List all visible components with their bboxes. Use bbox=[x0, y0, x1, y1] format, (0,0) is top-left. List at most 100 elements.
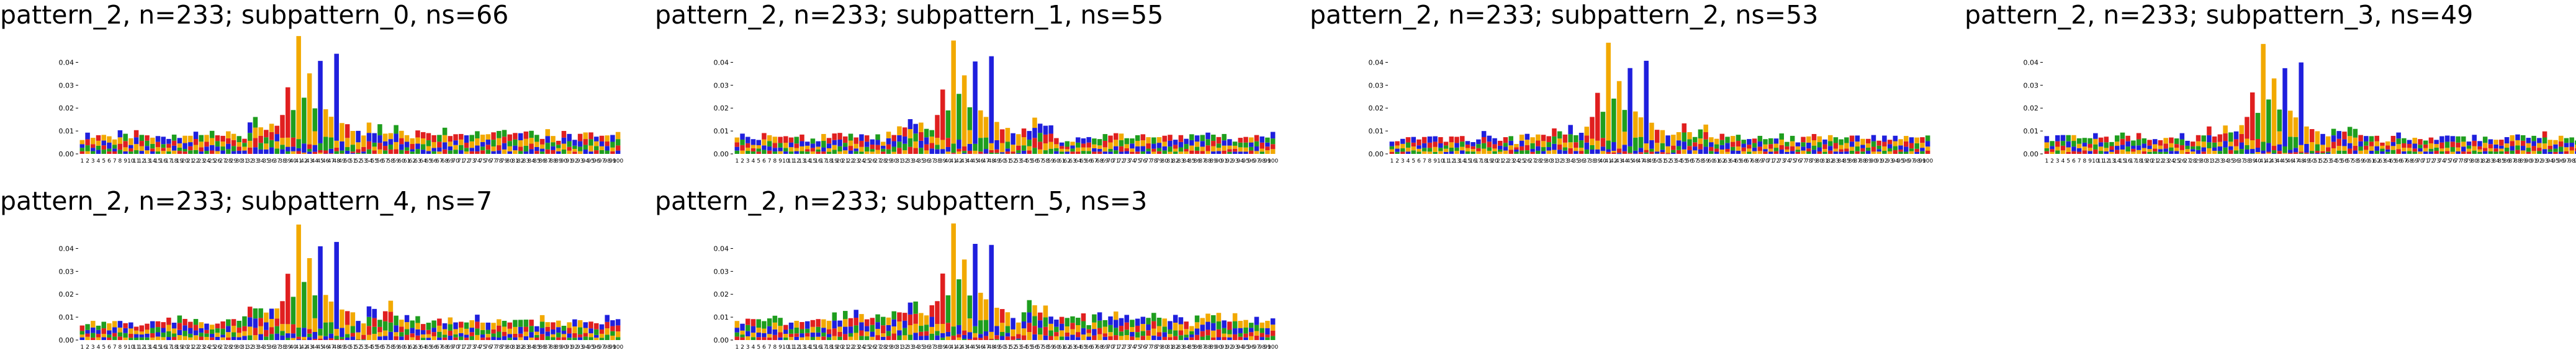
logo-letter-T bbox=[2331, 142, 2336, 148]
logo-letter-T bbox=[556, 141, 561, 145]
y-tick-label: 0.00 bbox=[714, 150, 729, 158]
logo-letter-T bbox=[1189, 151, 1194, 154]
logo-letter-A bbox=[816, 327, 821, 333]
logo-letter-G bbox=[886, 132, 891, 138]
logo-letter-C bbox=[329, 149, 334, 153]
logo-letter-T bbox=[469, 151, 474, 154]
logo-letter-T bbox=[865, 135, 870, 141]
logo-letter-G bbox=[1741, 151, 1746, 154]
logo-letter-T bbox=[567, 147, 572, 151]
logo-letter-T bbox=[421, 132, 426, 138]
logo-letter-G bbox=[1508, 145, 1513, 150]
logo-letter-C bbox=[140, 334, 145, 338]
logo-letter-C bbox=[459, 333, 464, 337]
logo-letter-T bbox=[128, 148, 133, 151]
x-tick-label: 5 bbox=[1412, 158, 1415, 164]
logo-letter-C bbox=[2163, 148, 2168, 151]
logo-letter-C bbox=[1130, 332, 1135, 336]
logo-letter-G bbox=[1060, 330, 1065, 336]
logo-letters bbox=[2045, 44, 2576, 154]
logo-letter-T bbox=[773, 335, 778, 340]
logo-letter-G bbox=[210, 138, 215, 145]
logo-letter-A bbox=[811, 337, 816, 340]
logo-letter-A bbox=[1828, 141, 1833, 146]
logo-letter-C bbox=[486, 140, 491, 145]
logo-letter-C bbox=[962, 335, 967, 339]
logo-letter-C bbox=[1611, 142, 1616, 151]
logo-letter-G bbox=[908, 325, 913, 334]
x-tick-label: 3 bbox=[2056, 158, 2060, 164]
logo-letter-G bbox=[431, 142, 436, 148]
logo-letter-A bbox=[475, 328, 480, 334]
logo-letter-A bbox=[1070, 316, 1075, 323]
logo-letter-C bbox=[1741, 144, 1746, 148]
logo-letter-A bbox=[372, 143, 377, 146]
logo-letter-A bbox=[1016, 339, 1021, 340]
logo-letter-T bbox=[984, 153, 989, 154]
logo-letter-C bbox=[891, 141, 896, 146]
logo-letter-A bbox=[172, 135, 177, 141]
logo-letter-A bbox=[1747, 151, 1752, 154]
logo-letter-A bbox=[1006, 326, 1011, 333]
logo-letter-T bbox=[859, 141, 864, 147]
logo-letter-T bbox=[1888, 140, 1893, 144]
logo-letter-T bbox=[128, 334, 133, 338]
logo-letter-A bbox=[578, 328, 583, 334]
logo-letter-A bbox=[367, 150, 372, 154]
logo-letter-C bbox=[562, 138, 567, 144]
logo-letter-C bbox=[296, 339, 301, 340]
logo-letter-A bbox=[1200, 337, 1205, 340]
logo-letter-T bbox=[1097, 151, 1102, 154]
logo-letter-G bbox=[340, 123, 345, 141]
logo-letter-G bbox=[870, 337, 875, 340]
logo-letter-G bbox=[1054, 336, 1059, 340]
x-tick-label: 1 bbox=[80, 344, 84, 351]
logo-letter-T bbox=[805, 149, 810, 151]
logo-letter-C bbox=[1914, 152, 1919, 154]
logo-letter-T bbox=[913, 314, 918, 324]
logo-letter-C bbox=[2375, 146, 2380, 151]
y-tick-label: 0.00 bbox=[59, 150, 74, 158]
logo-letter-A bbox=[291, 297, 296, 324]
logo-letter-A bbox=[600, 338, 605, 340]
logo-letter-C bbox=[2526, 138, 2531, 143]
logo-letter-G bbox=[140, 331, 145, 334]
logo-letter-T bbox=[1449, 137, 1454, 142]
logo-letter-C bbox=[1000, 336, 1005, 340]
logo-letter-T bbox=[101, 328, 106, 334]
x-tick-label: 5 bbox=[757, 344, 760, 351]
logo-letter-A bbox=[2548, 150, 2553, 152]
x-tick-label: 7 bbox=[2078, 158, 2081, 164]
logo-letter-G bbox=[588, 146, 593, 152]
logo-letter-T bbox=[1406, 137, 1411, 142]
logo-letter-G bbox=[2234, 146, 2239, 151]
logo-letter-G bbox=[1747, 148, 1752, 151]
logo-letter-A bbox=[1081, 321, 1086, 328]
logo-letter-G bbox=[865, 151, 870, 154]
logo-letter-G bbox=[745, 336, 750, 340]
logo-letter-C bbox=[188, 142, 193, 146]
logo-letter-G bbox=[1444, 149, 1449, 152]
x-tick-label: 4 bbox=[2061, 158, 2065, 164]
logo-letter-A bbox=[1103, 320, 1108, 327]
logo-letter-A bbox=[377, 320, 382, 327]
logo-letter-G bbox=[2380, 146, 2385, 149]
logo-letter-C bbox=[459, 150, 464, 154]
logo-letter-G bbox=[80, 140, 85, 145]
logo-letter-A bbox=[329, 137, 334, 148]
logo-letter-T bbox=[351, 333, 356, 337]
logo-letter-T bbox=[2083, 150, 2087, 154]
y-tick-label: 0.00 bbox=[2024, 150, 2039, 158]
logo-letter-A bbox=[199, 333, 204, 336]
logo-letter-G bbox=[2299, 145, 2304, 152]
logo-letter-G bbox=[795, 148, 799, 151]
logo-letter-G bbox=[751, 333, 756, 337]
logo-letter-A bbox=[2163, 152, 2168, 154]
logo-letter-A bbox=[1259, 151, 1264, 154]
logo-letter-A bbox=[2331, 129, 2336, 136]
logo-letter-C bbox=[2077, 148, 2082, 152]
logo-letter-T bbox=[594, 323, 599, 329]
logo-letter-T bbox=[843, 137, 848, 143]
logo-letter-C bbox=[2510, 146, 2515, 151]
logo-letter-A bbox=[431, 151, 436, 154]
